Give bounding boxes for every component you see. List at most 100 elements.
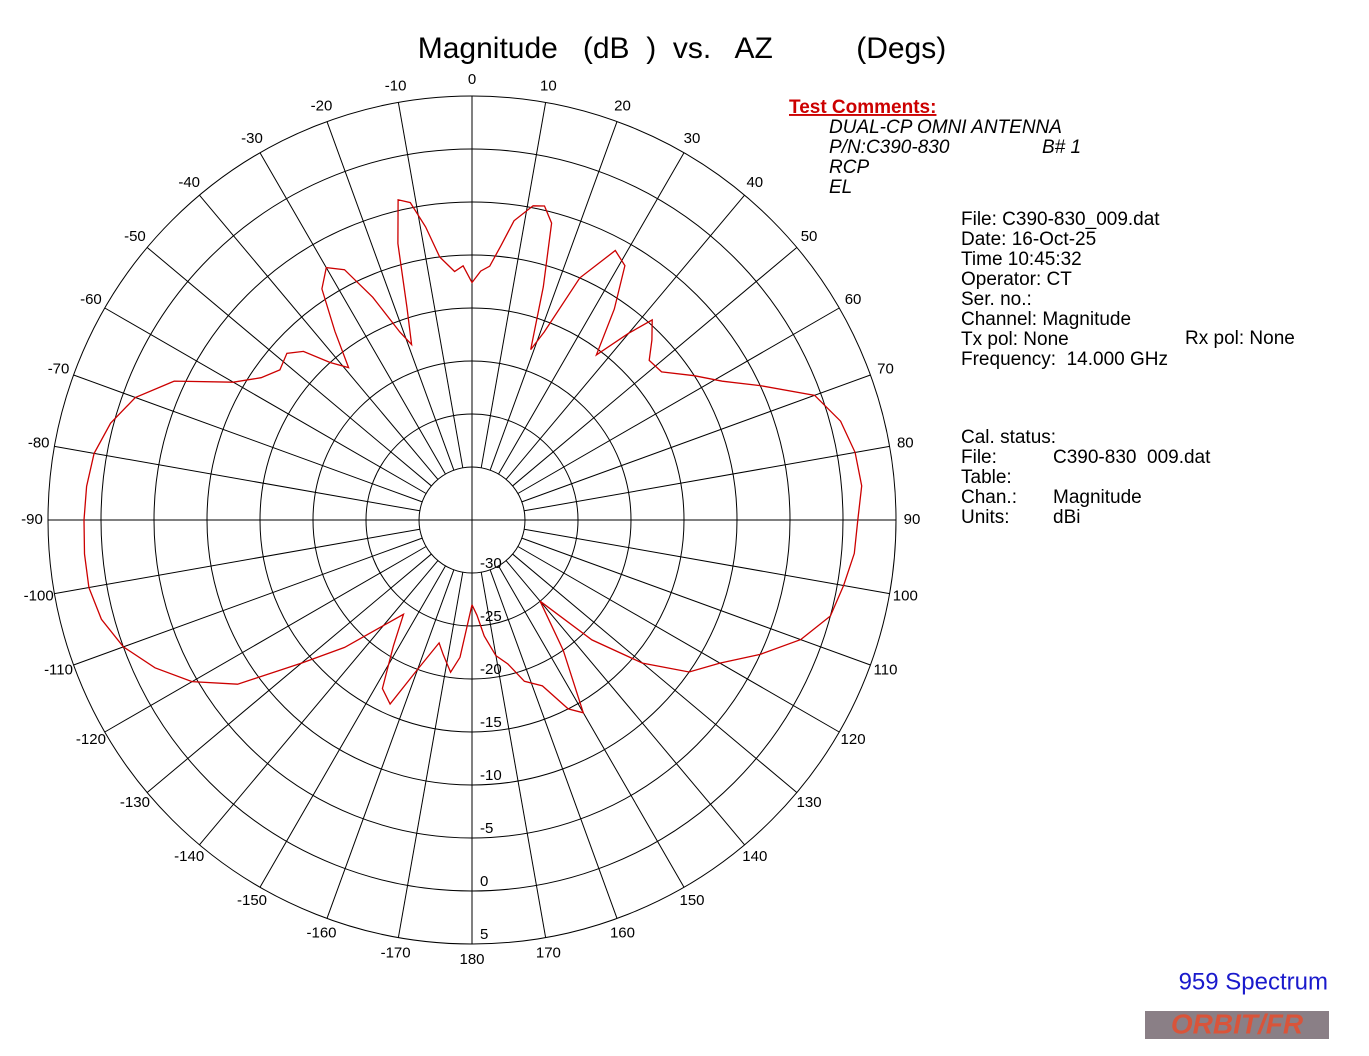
theta-tick-label: -120 <box>76 731 106 748</box>
grid-spoke <box>480 572 547 938</box>
grid-spoke <box>517 546 840 733</box>
theta-tick-label: 0 <box>468 71 476 88</box>
info-line: Channel: Magnitude <box>961 309 1131 330</box>
grid-spoke <box>104 546 427 733</box>
r-tick-label: -30 <box>480 555 502 572</box>
theta-tick-label: -140 <box>174 848 204 865</box>
board-number: B# 1 <box>1042 137 1081 158</box>
theta-tick-label: -130 <box>120 794 150 811</box>
theta-tick-label: -100 <box>24 587 54 604</box>
comment-line: EL <box>829 177 852 198</box>
r-tick-label: -20 <box>480 661 502 678</box>
rx-pol: Rx pol: None <box>1185 328 1295 349</box>
grid-spoke <box>199 560 439 846</box>
theta-tick-label: -110 <box>44 661 73 678</box>
info-line: File: C390-830_009.dat <box>961 209 1160 230</box>
theta-tick-label: -10 <box>385 78 407 95</box>
grid-spoke <box>505 560 745 846</box>
r-tick-label: 5 <box>480 926 488 943</box>
theta-tick-label: 110 <box>874 661 898 678</box>
grid-spoke <box>397 102 464 468</box>
info-line: Date: 16-Oct-25 <box>961 229 1096 250</box>
theta-tick-label: 120 <box>841 731 866 748</box>
grid-spoke <box>524 445 890 512</box>
info-line: Frequency: 14.000 GHz <box>961 349 1168 370</box>
grid-spoke <box>524 528 890 595</box>
theta-tick-label: -30 <box>241 130 263 147</box>
grid-spoke <box>199 194 439 480</box>
theta-tick-label: 150 <box>679 892 704 909</box>
theta-tick-label: -90 <box>21 511 43 528</box>
cal-value: dBi <box>1053 507 1080 528</box>
theta-tick-label: 100 <box>893 587 918 604</box>
cal-value: C390-830 009.dat <box>1053 447 1211 468</box>
info-line: Operator: CT <box>961 269 1072 290</box>
comment-line: DUAL-CP OMNI ANTENNA <box>829 117 1062 138</box>
info-line: Tx pol: None <box>961 329 1069 350</box>
theta-tick-label: 60 <box>845 291 862 308</box>
cal-label: File: <box>961 447 997 468</box>
theta-tick-label: 20 <box>614 98 631 115</box>
cal-label: Units: <box>961 507 1010 528</box>
comment-line: RCP <box>829 157 869 178</box>
cal-value: Magnitude <box>1053 487 1142 508</box>
grid-spoke <box>521 537 871 666</box>
grid-spoke <box>489 121 618 471</box>
r-tick-label: -10 <box>480 767 502 784</box>
theta-tick-label: -60 <box>80 291 102 308</box>
grid-spoke <box>326 121 455 471</box>
grid-spoke <box>517 307 840 494</box>
grid-spoke <box>146 247 432 487</box>
comment-line: P/N:C390-830 <box>829 137 950 158</box>
theta-tick-label: -80 <box>28 435 50 452</box>
theta-tick-label: 170 <box>536 944 561 961</box>
theta-tick-label: -150 <box>237 892 267 909</box>
theta-tick-label: -40 <box>178 174 200 191</box>
grid-spoke <box>54 445 420 512</box>
logo: ORBIT/FR <box>1171 1008 1304 1039</box>
theta-tick-label: -50 <box>124 228 146 245</box>
cal-label: Table: <box>961 467 1012 488</box>
r-tick-label: -5 <box>480 820 493 837</box>
logo-bg <box>1145 1011 1329 1039</box>
theta-tick-label: 30 <box>684 130 701 147</box>
theta-tick-label: 140 <box>742 848 767 865</box>
grid-spoke <box>259 565 446 888</box>
info-line: Ser. no.: <box>961 289 1032 310</box>
theta-tick-label: -70 <box>48 360 70 377</box>
grid-spoke <box>326 569 455 919</box>
grid-spoke <box>146 553 432 793</box>
product-name: 959 Spectrum <box>1179 968 1328 995</box>
theta-tick-label: 10 <box>540 78 557 95</box>
chart-title: Magnitude (dB ) vs. AZ (Degs) <box>418 32 947 65</box>
theta-tick-label: 70 <box>877 360 894 377</box>
theta-tick-label: -170 <box>381 944 411 961</box>
theta-tick-label: 130 <box>797 794 822 811</box>
r-tick-label: -25 <box>480 608 502 625</box>
comments-header: Test Comments: <box>789 97 936 118</box>
theta-tick-label: 50 <box>801 228 818 245</box>
cal-label: Chan.: <box>961 487 1017 508</box>
grid-spoke <box>73 537 423 666</box>
theta-tick-label: 80 <box>897 435 914 452</box>
r-tick-label: -15 <box>480 714 502 731</box>
theta-tick-label: 160 <box>610 924 635 941</box>
grid-spoke <box>505 194 745 480</box>
info-line: Time 10:45:32 <box>961 249 1082 270</box>
r-tick-label: 0 <box>480 873 488 890</box>
grid-spoke <box>489 569 618 919</box>
grid-spoke <box>104 307 427 494</box>
grid-spoke <box>521 374 871 503</box>
grid-spoke <box>397 572 464 938</box>
theta-tick-label: -160 <box>306 924 336 941</box>
grid-spoke <box>512 553 798 793</box>
grid-spoke <box>73 374 423 503</box>
theta-tick-label: -20 <box>311 98 333 115</box>
grid-spoke <box>259 152 446 475</box>
grid-spoke <box>480 102 547 468</box>
grid-spoke <box>512 247 798 487</box>
pattern-line <box>83 198 863 714</box>
cal-header: Cal. status: <box>961 427 1056 448</box>
grid-spoke <box>498 565 685 888</box>
